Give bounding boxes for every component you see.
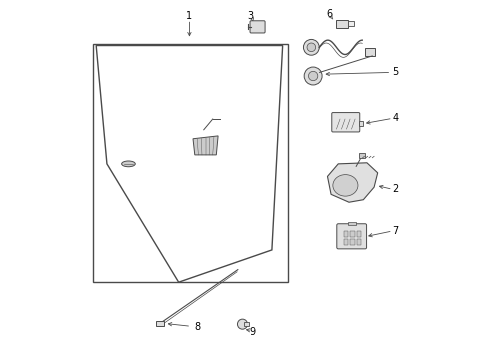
- Polygon shape: [327, 163, 378, 202]
- Text: 7: 7: [392, 226, 399, 236]
- Circle shape: [309, 71, 318, 81]
- Polygon shape: [193, 136, 218, 155]
- Circle shape: [238, 319, 247, 329]
- Polygon shape: [96, 45, 283, 282]
- Text: 5: 5: [392, 67, 398, 77]
- FancyBboxPatch shape: [332, 113, 360, 132]
- Text: 6: 6: [326, 9, 332, 19]
- Text: 8: 8: [195, 322, 201, 332]
- Ellipse shape: [122, 161, 135, 167]
- Circle shape: [304, 67, 322, 85]
- Bar: [348, 222, 356, 225]
- Bar: [343, 231, 348, 237]
- Text: 1: 1: [186, 11, 193, 21]
- Text: 3: 3: [247, 11, 253, 21]
- Bar: [357, 231, 361, 237]
- Bar: [357, 239, 361, 244]
- Bar: [350, 239, 355, 244]
- Text: 4: 4: [392, 113, 399, 123]
- Bar: [245, 322, 248, 326]
- Text: 9: 9: [249, 327, 255, 337]
- Bar: [348, 21, 354, 26]
- Bar: [93, 44, 288, 282]
- Circle shape: [307, 43, 316, 51]
- Bar: [156, 321, 164, 326]
- Bar: [343, 239, 348, 244]
- Bar: [337, 20, 348, 28]
- Ellipse shape: [333, 175, 358, 196]
- Bar: [365, 48, 375, 56]
- Text: 2: 2: [392, 184, 399, 194]
- FancyBboxPatch shape: [250, 21, 265, 33]
- Bar: [350, 231, 355, 237]
- FancyBboxPatch shape: [337, 224, 367, 249]
- Bar: [359, 121, 363, 126]
- Circle shape: [303, 40, 319, 55]
- Bar: [359, 153, 366, 158]
